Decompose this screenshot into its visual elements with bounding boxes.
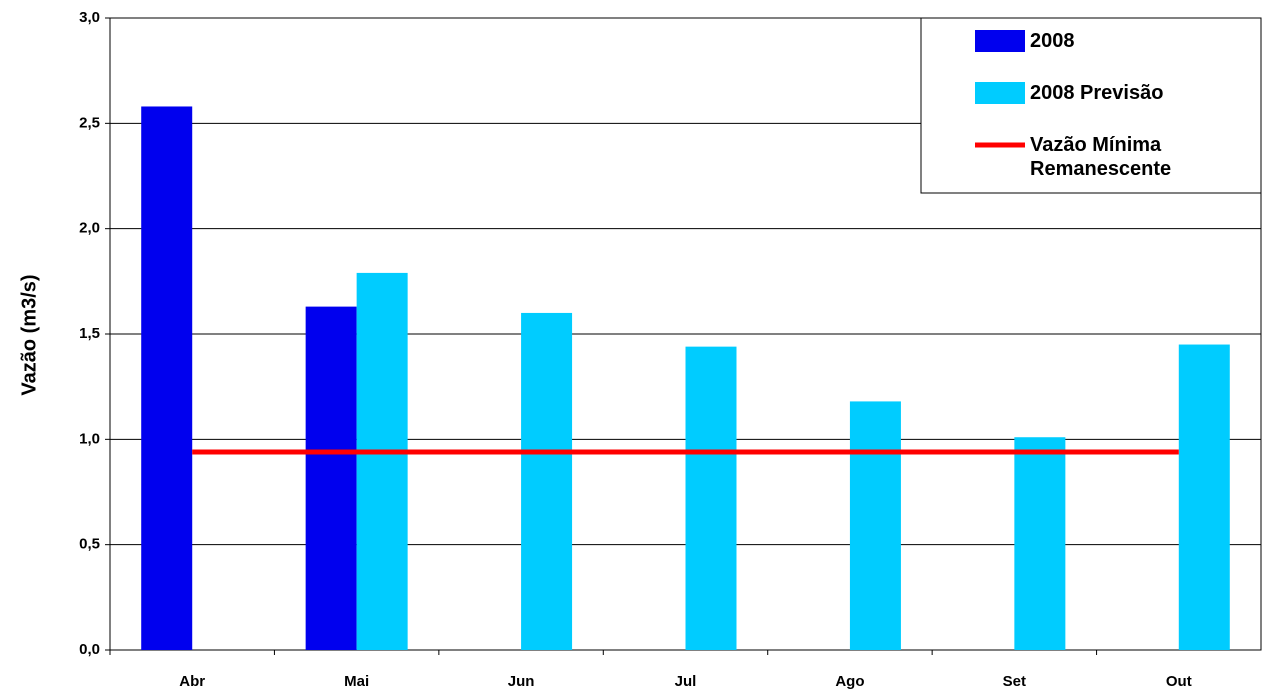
y-tick-label: 1,5: [79, 325, 100, 342]
bar: [1178, 344, 1230, 650]
legend-label-box: 2008: [1030, 30, 1075, 52]
legend-label-box: Vazão Mínima Remanescente: [1030, 134, 1172, 180]
y-tick-label: 0,0: [79, 641, 100, 658]
bar: [1014, 437, 1066, 650]
y-tick-label: 3,0: [79, 9, 100, 26]
x-tick-label: Jun: [508, 673, 535, 690]
y-tick-label: 2,0: [79, 220, 100, 237]
x-tick-label: Jul: [675, 673, 697, 690]
legend-label: Vazão Mínima Remanescente: [1030, 134, 1172, 180]
legend-label: 2008: [1030, 30, 1075, 52]
legend-label: 2008 Previsão: [1030, 82, 1164, 104]
x-tick-label: Ago: [835, 673, 864, 690]
bar: [521, 312, 573, 650]
legend-label-box: 2008 Previsão: [1030, 82, 1164, 104]
bar: [141, 106, 193, 651]
bar: [685, 346, 737, 650]
y-tick-label: 1,0: [79, 430, 100, 447]
legend-swatch: [975, 82, 1025, 104]
x-tick-label: Set: [1003, 673, 1026, 690]
y-axis-title: Vazão (m3/s): [18, 274, 40, 395]
x-tick-label: Out: [1166, 673, 1192, 690]
bar: [356, 272, 408, 650]
bar: [305, 306, 357, 650]
x-tick-label: Mai: [344, 673, 369, 690]
bar: [849, 401, 901, 650]
x-tick-label: Abr: [179, 673, 205, 690]
legend-swatch: [975, 30, 1025, 52]
y-tick-label: 2,5: [79, 114, 100, 131]
y-tick-label: 0,5: [79, 536, 100, 553]
